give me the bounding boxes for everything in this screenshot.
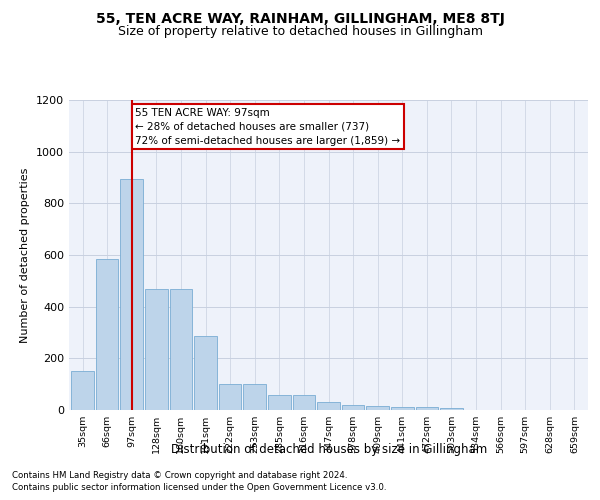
- Y-axis label: Number of detached properties: Number of detached properties: [20, 168, 31, 342]
- Text: 55, TEN ACRE WAY, RAINHAM, GILLINGHAM, ME8 8TJ: 55, TEN ACRE WAY, RAINHAM, GILLINGHAM, M…: [95, 12, 505, 26]
- Bar: [293, 394, 315, 410]
- Text: Contains HM Land Registry data © Crown copyright and database right 2024.: Contains HM Land Registry data © Crown c…: [12, 471, 347, 480]
- Text: Size of property relative to detached houses in Gillingham: Size of property relative to detached ho…: [118, 25, 482, 38]
- Bar: [96, 259, 118, 410]
- Bar: [268, 394, 290, 410]
- Bar: [244, 384, 266, 410]
- Bar: [440, 408, 463, 410]
- Text: Contains public sector information licensed under the Open Government Licence v3: Contains public sector information licen…: [12, 484, 386, 492]
- Bar: [71, 370, 94, 410]
- Bar: [145, 290, 167, 410]
- Bar: [391, 408, 413, 410]
- Bar: [194, 336, 217, 410]
- Bar: [342, 405, 364, 410]
- Bar: [416, 408, 438, 410]
- Bar: [317, 402, 340, 410]
- Text: 55 TEN ACRE WAY: 97sqm
← 28% of detached houses are smaller (737)
72% of semi-de: 55 TEN ACRE WAY: 97sqm ← 28% of detached…: [136, 108, 401, 146]
- Bar: [170, 290, 192, 410]
- Bar: [121, 180, 143, 410]
- Bar: [367, 406, 389, 410]
- Bar: [219, 384, 241, 410]
- Text: Distribution of detached houses by size in Gillingham: Distribution of detached houses by size …: [170, 442, 487, 456]
